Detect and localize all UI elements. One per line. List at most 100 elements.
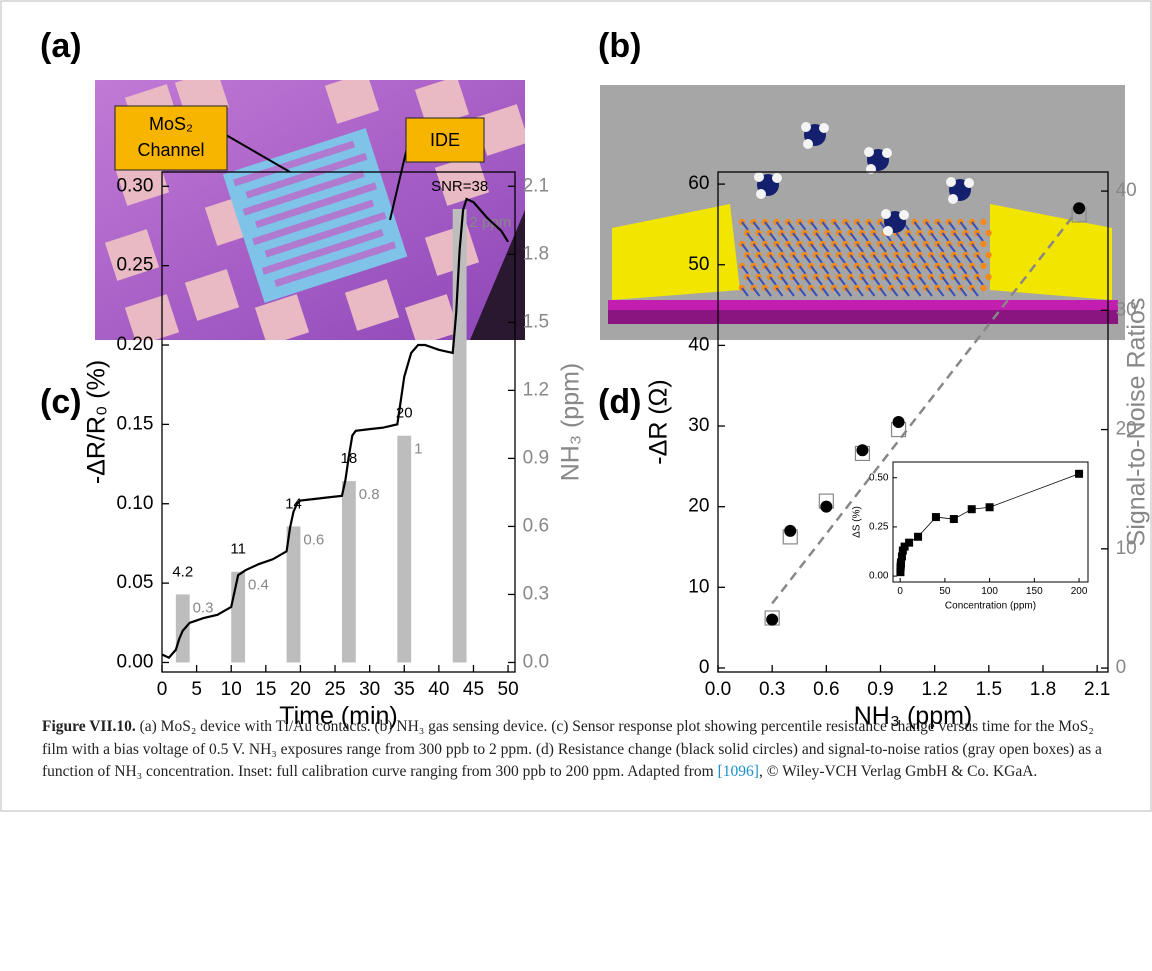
bond [780, 232, 789, 242]
bond [844, 243, 853, 253]
pad [324, 80, 380, 124]
bond [925, 221, 933, 231]
bond [971, 243, 979, 253]
bond [803, 276, 812, 286]
y-tick-label: 0.00 [869, 571, 889, 582]
bond [971, 265, 979, 275]
y2-tick-label: 1.8 [523, 243, 549, 264]
bond [792, 254, 800, 264]
y-tick-label: 0.15 [116, 413, 153, 434]
bar-label: 2 ppm [470, 214, 512, 231]
bond [867, 265, 876, 275]
pad [344, 279, 400, 331]
y2-tick-label: 2.1 [523, 175, 549, 196]
point [985, 503, 994, 512]
finger [255, 182, 378, 229]
bond [918, 232, 927, 242]
atom [985, 229, 992, 237]
h-atom [882, 148, 892, 158]
y2-tick-label: 40 [1116, 180, 1137, 201]
bond [787, 265, 795, 275]
atom [980, 240, 987, 248]
bond [964, 254, 973, 264]
snr-label: SNR=38 [431, 178, 488, 195]
caption-text: , © Wiley-VCH Verlag GmbH & Co. KGaA. [758, 763, 1038, 780]
bond [757, 276, 766, 286]
bar-label: 0.6 [303, 531, 324, 548]
x-axis-label: Concentration (ppm) [945, 601, 1036, 612]
bond [895, 276, 904, 286]
bond [930, 254, 938, 264]
point [1073, 202, 1086, 215]
point [931, 513, 940, 522]
caption-label: Figure VII.10. [42, 718, 136, 735]
atom [985, 273, 992, 281]
bond [872, 232, 881, 242]
bond [833, 243, 841, 253]
bond [964, 232, 973, 242]
y2-tick-label: 1.2 [523, 379, 549, 400]
bond [844, 265, 853, 275]
bond [941, 232, 950, 242]
finger [274, 241, 397, 287]
bond [913, 287, 922, 297]
exposure-bar [341, 481, 356, 663]
bond [838, 276, 846, 286]
x-tick-label: 35 [394, 679, 415, 700]
bond [826, 276, 835, 286]
y-axis-label: ΔS (%) [852, 506, 863, 538]
bond [741, 243, 749, 253]
molecules [754, 122, 974, 236]
bond [867, 287, 876, 297]
point [897, 552, 906, 561]
bond [925, 287, 933, 297]
bond [838, 254, 846, 264]
y-tick-label: 10 [688, 576, 709, 597]
x-tick-label: 45 [463, 679, 484, 700]
callout-box [114, 105, 228, 171]
bond [895, 254, 904, 264]
bond [953, 254, 961, 264]
bond [856, 265, 864, 275]
bar-label: 0.3 [193, 599, 214, 616]
caption-ref[interactable]: [1096] [717, 763, 759, 780]
bond [833, 287, 841, 297]
callout-text: Channel [137, 140, 204, 160]
y-tick-label: 40 [688, 334, 709, 355]
bond [948, 243, 956, 253]
exposure-bar [175, 594, 190, 663]
y2-axis-label: NH₃ (ppm) [557, 363, 585, 482]
bond [769, 276, 777, 286]
bond [936, 287, 945, 297]
y-axis-label: -ΔR (Ω) [645, 379, 673, 464]
h-atom [881, 209, 891, 219]
h-atom [883, 226, 893, 236]
x-tick-label: 15 [255, 679, 276, 700]
point [1075, 469, 1084, 478]
render-bg [600, 85, 1125, 340]
bond [976, 254, 984, 264]
bond [936, 265, 945, 275]
y2-tick-label: 0.6 [523, 515, 549, 536]
y2-tick-label: 1.5 [523, 311, 549, 332]
x-tick-label: 25 [324, 679, 345, 700]
substrate-side [608, 310, 1118, 324]
bond [810, 265, 818, 275]
x-tick-label: 40 [428, 679, 449, 700]
bond [890, 243, 899, 253]
bond [810, 243, 818, 253]
bond [879, 287, 887, 297]
y-tick-label: 0.50 [869, 472, 889, 483]
bond [815, 276, 823, 286]
bond [925, 265, 933, 275]
bond [810, 287, 818, 297]
bond [849, 276, 858, 286]
bond [879, 243, 887, 253]
snr-label: 14 [285, 495, 302, 512]
bond [895, 232, 904, 242]
point [967, 505, 976, 514]
pad [254, 294, 310, 340]
bond [971, 221, 979, 231]
bond [764, 287, 772, 297]
bond [826, 232, 835, 242]
